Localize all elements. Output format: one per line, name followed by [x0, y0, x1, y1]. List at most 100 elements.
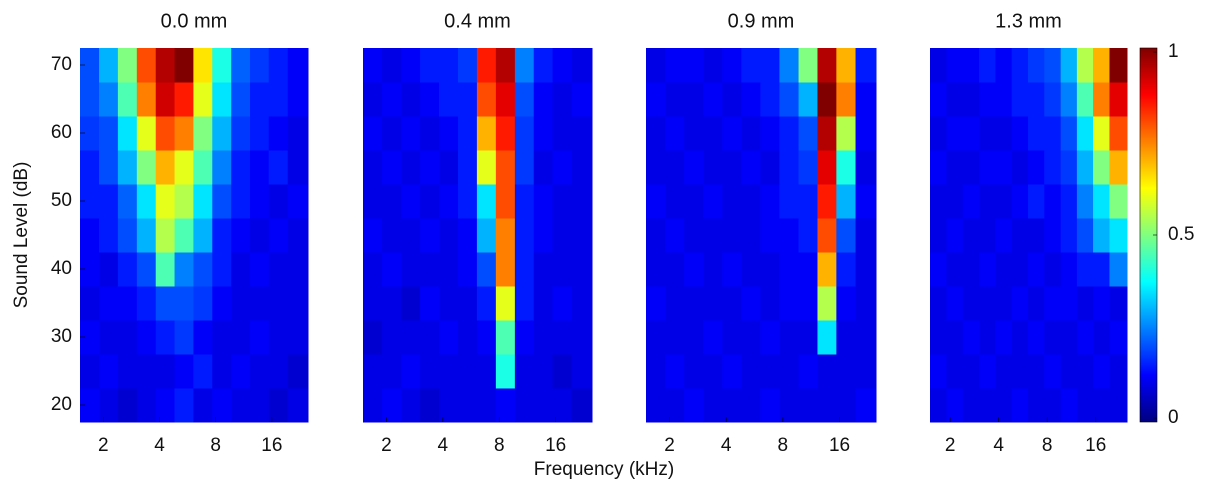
- y-tick-label: 50: [51, 190, 72, 211]
- heatmap-cell: [401, 320, 421, 355]
- heatmap-cell: [836, 320, 857, 355]
- heatmap-cell: [741, 286, 761, 321]
- heatmap-cell: [855, 184, 877, 219]
- heatmap-cell: [684, 48, 704, 83]
- heatmap-cell: [439, 320, 459, 355]
- heatmap-cell: [962, 286, 980, 321]
- heatmap-cell: [155, 184, 176, 219]
- heatmap-cell: [268, 388, 289, 423]
- heatmap-cell: [420, 82, 440, 117]
- heatmap-cell: [552, 48, 573, 83]
- heatmap-cell: [99, 150, 119, 185]
- heatmap-cell: [268, 252, 289, 287]
- heatmap-cell: [798, 82, 818, 117]
- heatmap-cell: [665, 286, 685, 321]
- heatmap-cell: [155, 286, 176, 321]
- heatmap-cell: [439, 354, 459, 389]
- heatmap-cell: [1011, 388, 1029, 423]
- heatmap-cell: [817, 252, 837, 287]
- heatmap-cell: [1060, 218, 1078, 253]
- heatmap-cell: [420, 320, 440, 355]
- colorbar-tick-label: 1: [1168, 41, 1179, 62]
- heatmap-cell: [363, 48, 383, 83]
- heatmap-cell: [552, 116, 573, 151]
- heatmap-cell: [779, 150, 800, 185]
- panel-title: 0.9 mm: [728, 10, 795, 32]
- heatmap-cell: [99, 184, 119, 219]
- heatmap-cell: [117, 388, 138, 423]
- heatmap-cell: [665, 218, 685, 253]
- heatmap-cell: [514, 388, 535, 423]
- heatmap-cell: [798, 150, 818, 185]
- heatmap-cell: [514, 218, 535, 253]
- heatmap-cell: [930, 320, 947, 355]
- heatmap-cell: [1011, 286, 1029, 321]
- heatmap-cell: [117, 116, 138, 151]
- heatmap-cell: [231, 354, 251, 389]
- heatmap-cell: [703, 150, 723, 185]
- heatmap-cell: [1027, 320, 1045, 355]
- heatmap-cell: [817, 388, 837, 423]
- heatmap-cell: [946, 82, 964, 117]
- heatmap-cell: [382, 82, 402, 117]
- heatmap-cell: [514, 150, 535, 185]
- heatmap-cell: [855, 82, 877, 117]
- heatmap-cell: [817, 150, 837, 185]
- y-tick-label: 30: [51, 326, 72, 347]
- heatmap-cell: [741, 184, 761, 219]
- heatmap-cell: [136, 82, 157, 117]
- heatmap-cell: [231, 48, 251, 83]
- heatmap-cell: [193, 388, 213, 423]
- heatmap-cell: [231, 218, 251, 253]
- heatmap-cell: [1076, 116, 1094, 151]
- heatmap-cell: [80, 48, 100, 83]
- heatmap-cell: [457, 116, 478, 151]
- heatmap-cell: [174, 48, 194, 83]
- heatmap-cell: [249, 116, 270, 151]
- heatmap-cell: [1027, 218, 1045, 253]
- heatmap-cell: [1093, 320, 1110, 355]
- heatmap-cell: [231, 150, 251, 185]
- heatmap-cell: [268, 48, 289, 83]
- heatmap-cell: [779, 218, 800, 253]
- heatmap-cell: [439, 82, 459, 117]
- heatmap-cell: [363, 116, 383, 151]
- heatmap-cell: [646, 286, 666, 321]
- heatmap-cell: [722, 184, 742, 219]
- heatmap-cell: [798, 48, 818, 83]
- heatmap-cell: [1027, 388, 1045, 423]
- heatmap-cell: [533, 48, 554, 83]
- heatmap-cell: [1076, 150, 1094, 185]
- heatmap-cell: [684, 286, 704, 321]
- heatmap-cell: [80, 388, 100, 423]
- heatmap-cell: [155, 150, 176, 185]
- heatmap-cell: [817, 320, 837, 355]
- heatmap-cell: [995, 184, 1013, 219]
- heatmap-cell: [722, 286, 742, 321]
- heatmap-cell: [249, 320, 270, 355]
- heatmap-cell: [1060, 48, 1078, 83]
- heatmap-cell: [760, 286, 780, 321]
- heatmap-cell: [495, 184, 516, 219]
- heatmap-cell: [552, 82, 573, 117]
- heatmap-cell: [287, 218, 309, 253]
- x-tick-label: 16: [545, 435, 566, 456]
- heatmap-cell: [722, 48, 742, 83]
- heatmap-cell: [439, 252, 459, 287]
- heatmap-cell: [646, 252, 666, 287]
- heatmap-cell: [760, 150, 780, 185]
- heatmap-cell: [80, 82, 100, 117]
- heatmap-cell: [1027, 354, 1045, 389]
- heatmap-cell: [703, 218, 723, 253]
- heatmap-cell: [552, 150, 573, 185]
- heatmap-cell: [363, 150, 383, 185]
- heatmap-cell: [174, 82, 194, 117]
- heatmap-cell: [287, 82, 309, 117]
- heatmap-cell: [722, 218, 742, 253]
- heatmap-cell: [136, 116, 157, 151]
- heatmap-cell: [684, 320, 704, 355]
- heatmap-cell: [287, 354, 309, 389]
- heatmap-cell: [457, 354, 478, 389]
- heatmap-cell: [665, 252, 685, 287]
- heatmap-cell: [817, 354, 837, 389]
